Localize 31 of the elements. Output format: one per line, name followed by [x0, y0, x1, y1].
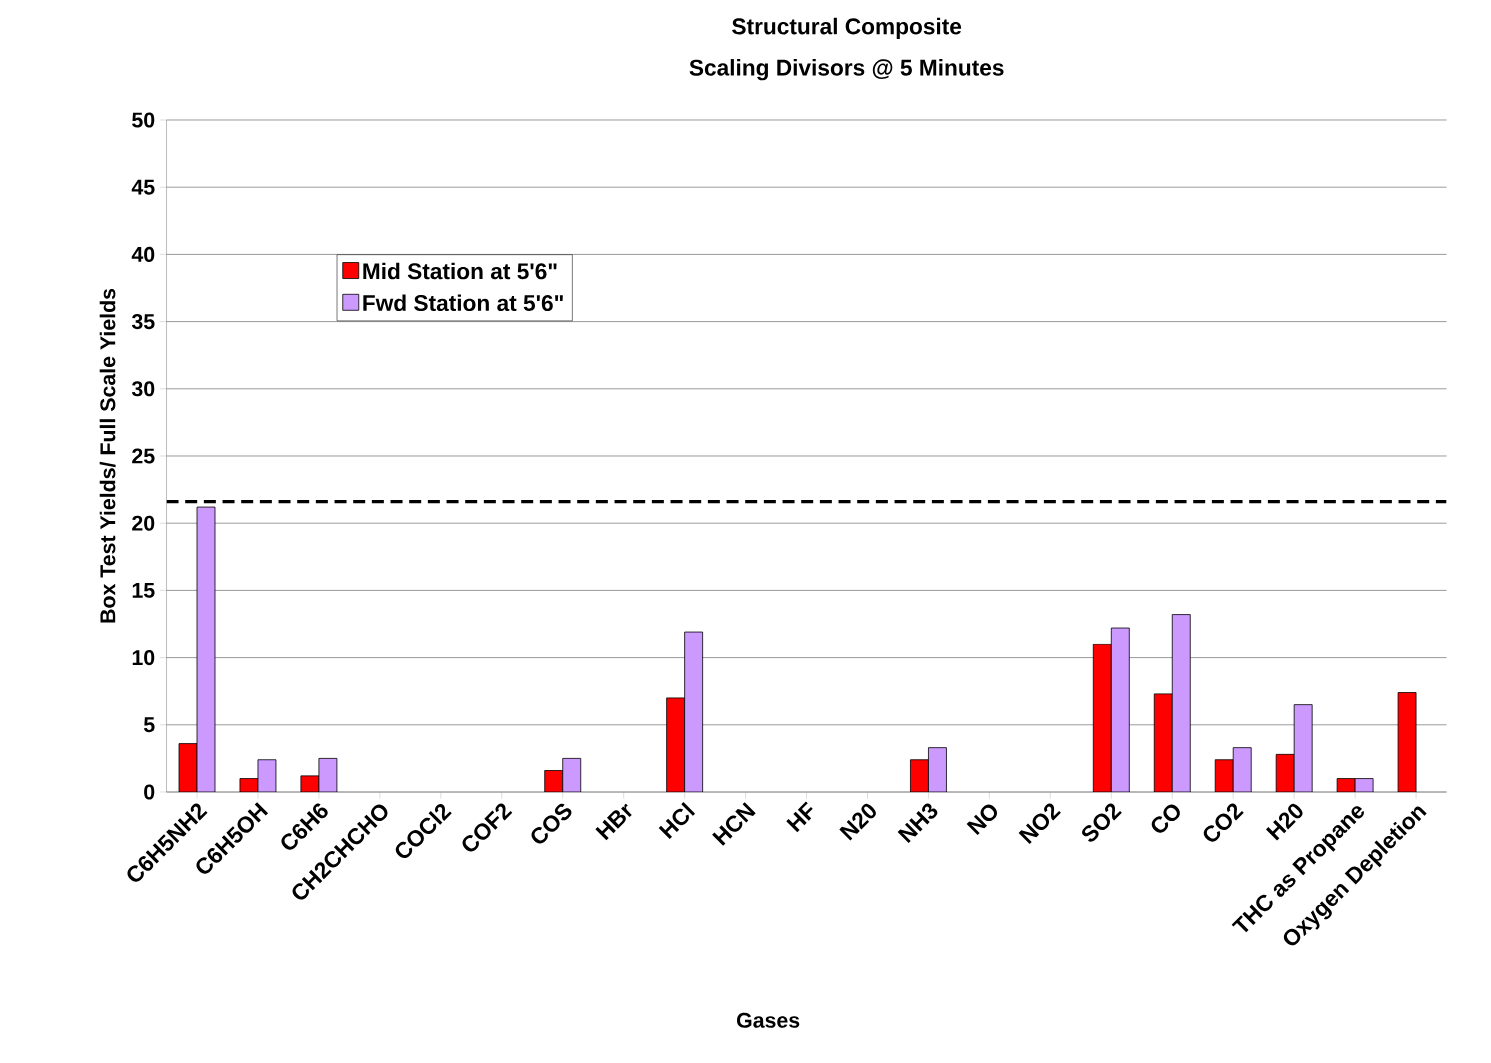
y-tick-label: 25 [132, 448, 155, 464]
x-tick-label: NO [966, 804, 998, 836]
bar [1171, 614, 1191, 792]
x-tick-label: HCl [658, 802, 696, 840]
bar [562, 758, 582, 792]
x-tick-label: HBr [595, 803, 632, 841]
bar [1293, 704, 1313, 792]
y-tick-label: 15 [132, 582, 155, 598]
x-axis-title: Gases [736, 1012, 800, 1028]
legend-label: Fwd Station at 5'6" [363, 294, 563, 312]
bar [1232, 747, 1252, 792]
chart-subtitle: Scaling Divisors @ 5 Minutes [689, 59, 1004, 81]
y-tick-label: 0 [144, 784, 155, 800]
bar [1397, 692, 1417, 792]
y-tick-label: 45 [131, 179, 155, 195]
x-tick-label: HF [786, 801, 813, 833]
bar [928, 747, 947, 792]
y-tick-label: 5 [143, 717, 155, 733]
bar [1110, 627, 1130, 792]
y-tick-label: 20 [132, 515, 155, 531]
bar [684, 631, 704, 792]
chart-title: Structural Composite [732, 17, 962, 39]
y-tick-label: 50 [132, 112, 155, 128]
legend-label: Mid Station at 5'6" [363, 262, 557, 280]
y-axis-title: Box Test Yields/ Full Scale Yields [99, 288, 116, 623]
x-tick-label: N20 [839, 803, 876, 841]
y-tick-label: 35 [131, 314, 155, 330]
y-tick-label: 10 [132, 650, 155, 666]
y-tick-label: 30 [131, 381, 155, 397]
y-tick-label: 40 [131, 246, 155, 262]
x-tick-label: CO [1151, 804, 1180, 833]
